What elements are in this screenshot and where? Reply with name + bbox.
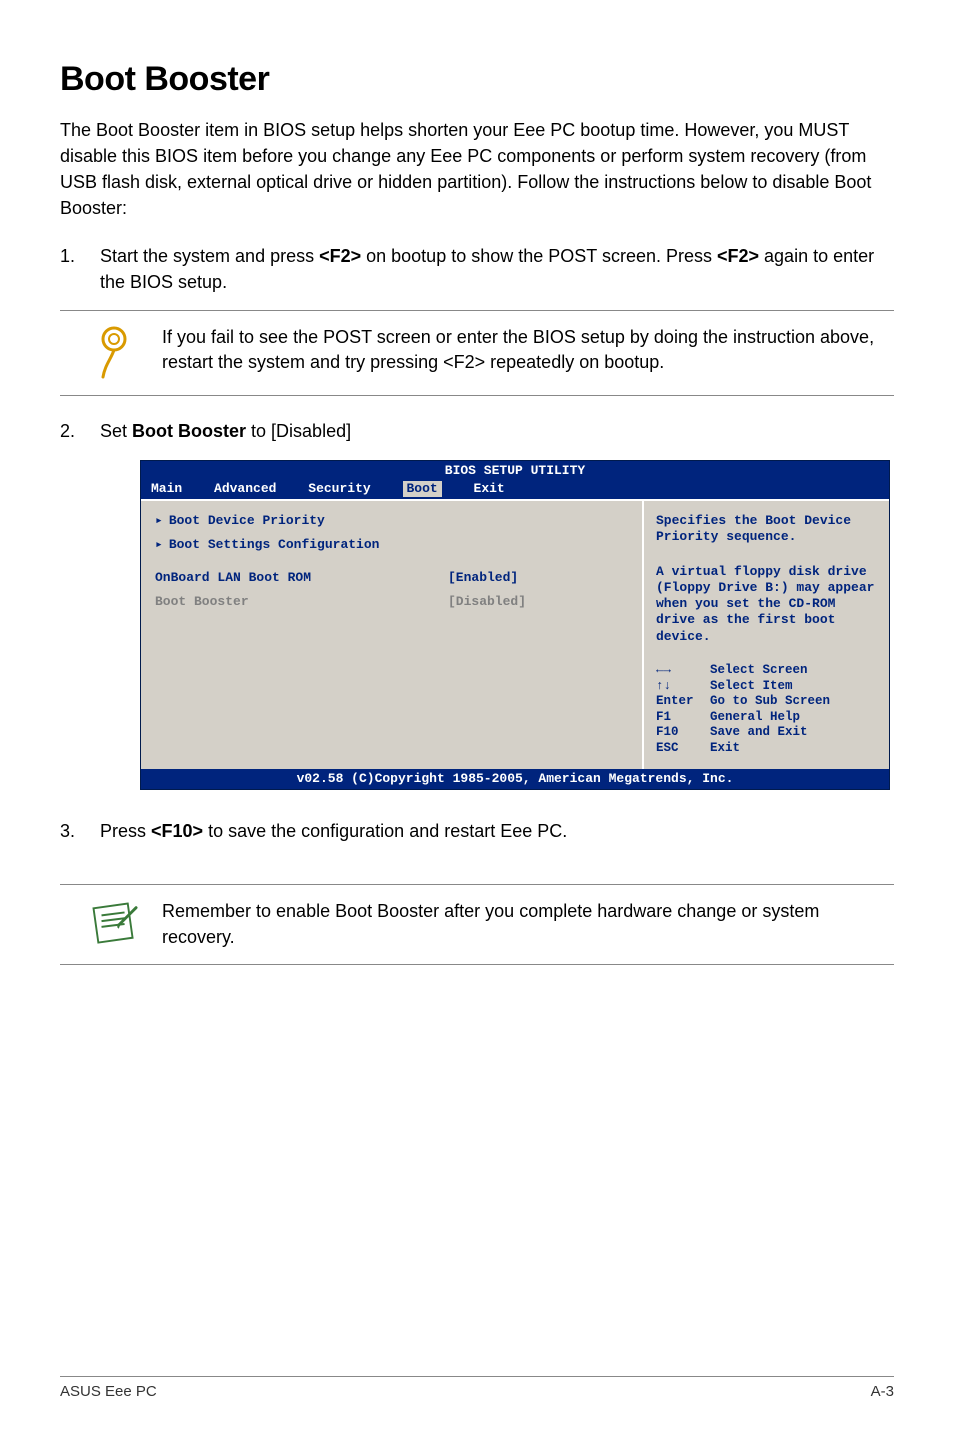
bios-body: Boot Device Priority Boot Settings Confi… (141, 499, 889, 769)
tip-text: If you fail to see the POST screen or en… (162, 325, 886, 376)
step-3-pre: Press (100, 821, 151, 841)
page-footer: ASUS Eee PC A-3 (60, 1376, 894, 1400)
bios-left-pane: Boot Device Priority Boot Settings Confi… (141, 501, 644, 769)
step-1-number: 1. (60, 243, 100, 295)
bios-panel: BIOS SETUP UTILITY Main Advanced Securit… (140, 460, 890, 790)
pin-icon (90, 325, 138, 381)
bios-key-esc-label: Exit (710, 741, 740, 757)
bios-key-ud: ↑↓ (656, 679, 700, 695)
bios-row-bootbooster-value: [Disabled] (448, 594, 628, 610)
footer-right: A-3 (871, 1383, 894, 1400)
note-text: Remember to enable Boot Booster after yo… (162, 899, 886, 950)
step-3-key: <F10> (151, 821, 203, 841)
bios-row-boot-settings-config: Boot Settings Configuration (155, 537, 628, 553)
step-3-text: Press <F10> to save the configuration an… (100, 818, 894, 844)
bios-key-lr-label: Select Screen (710, 663, 808, 679)
footer-left: ASUS Eee PC (60, 1383, 157, 1400)
bios-tab-main: Main (151, 481, 182, 497)
step-3: 3. Press <F10> to save the configuration… (60, 818, 894, 844)
step-1-key2: <F2> (717, 246, 759, 266)
bios-row-boot-device-priority: Boot Device Priority (155, 513, 628, 529)
step-1-key1: <F2> (319, 246, 361, 266)
bios-key-f1-label: General Help (710, 710, 800, 726)
step-2-number: 2. (60, 418, 100, 444)
bios-row-lan-value: [Enabled] (448, 570, 628, 586)
bios-key-enter-label: Go to Sub Screen (710, 694, 830, 710)
step-2: 2. Set Boot Booster to [Disabled] (60, 418, 894, 444)
note-callout: Remember to enable Boot Booster after yo… (60, 884, 894, 965)
bios-tab-boot: Boot (403, 481, 442, 497)
step-2-pre: Set (100, 421, 132, 441)
bios-row-lan-label: OnBoard LAN Boot ROM (155, 570, 438, 586)
step-1-pre: Start the system and press (100, 246, 319, 266)
bios-key-esc: ESC (656, 741, 700, 757)
bios-title: BIOS SETUP UTILITY (141, 461, 889, 481)
bios-key-lr: ←→ (656, 663, 700, 679)
bios-key-ud-label: Select Item (710, 679, 793, 695)
bios-footer: v02.58 (C)Copyright 1985-2005, American … (141, 769, 889, 789)
bios-key-enter: Enter (656, 694, 700, 710)
bios-key-f10: F10 (656, 725, 700, 741)
bios-tab-advanced: Advanced (214, 481, 276, 497)
bios-help-2: A virtual floppy disk drive (Floppy Driv… (656, 564, 877, 645)
bios-right-pane: Specifies the Boot Device Priority seque… (644, 501, 889, 769)
bios-help-1: Specifies the Boot Device Priority seque… (656, 513, 877, 546)
bios-tab-exit: Exit (474, 481, 505, 497)
bios-tab-security: Security (308, 481, 370, 497)
step-1-mid: on bootup to show the POST screen. Press (361, 246, 717, 266)
bios-row-bootbooster-label: Boot Booster (155, 594, 438, 610)
intro-paragraph: The Boot Booster item in BIOS setup help… (60, 117, 894, 221)
page-title: Boot Booster (60, 60, 894, 99)
bios-key-f1: F1 (656, 710, 700, 726)
bios-keys: ←→ Select Screen ↑↓ Select Item Enter Go to… (656, 663, 877, 757)
step-2-bold: Boot Booster (132, 421, 246, 441)
step-2-text: Set Boot Booster to [Disabled] (100, 418, 894, 444)
note-icon (90, 899, 138, 949)
step-3-post: to save the configuration and restart Ee… (203, 821, 567, 841)
tip-callout: If you fail to see the POST screen or en… (60, 310, 894, 396)
step-2-post: to [Disabled] (246, 421, 351, 441)
step-3-number: 3. (60, 818, 100, 844)
bios-key-f10-label: Save and Exit (710, 725, 808, 741)
bios-tabs: Main Advanced Security Boot Exit (141, 481, 889, 499)
step-1-text: Start the system and press <F2> on bootu… (100, 243, 894, 295)
step-1: 1. Start the system and press <F2> on bo… (60, 243, 894, 295)
